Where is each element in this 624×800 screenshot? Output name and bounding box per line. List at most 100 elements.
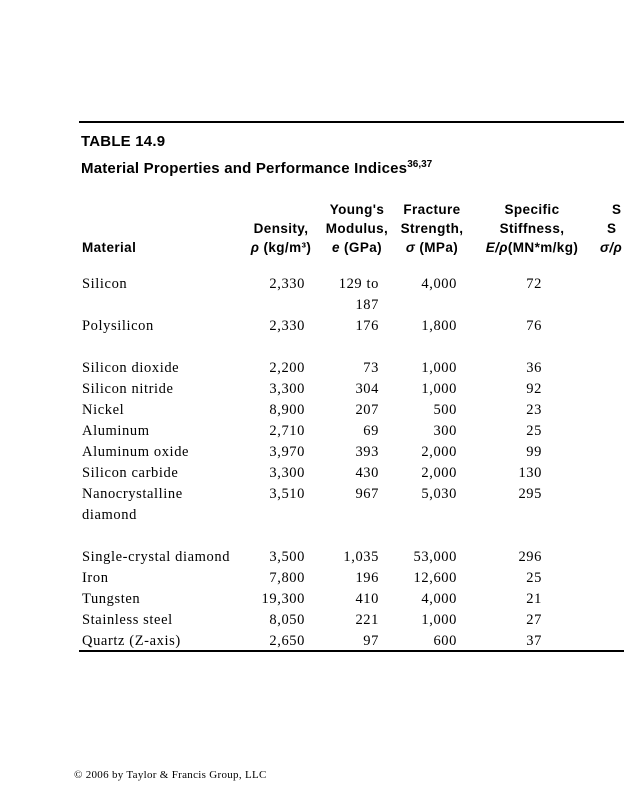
value-cell: 3,300 xyxy=(269,381,305,397)
table-row: Polysilicon 2,330 176 1,800 76 xyxy=(80,316,624,337)
value-cell: 21 xyxy=(526,591,542,607)
value-cell: 2,200 xyxy=(269,360,305,376)
material-name-cell: Quartz (Z-axis) xyxy=(82,633,181,649)
value-cell: 25 xyxy=(526,423,542,439)
table-header-row: Material Density, ρ (kg/m³) Young's Modu… xyxy=(80,200,624,257)
material-name-cell: Stainless steel xyxy=(82,612,173,628)
value-cell: 300 xyxy=(433,423,457,439)
modulus-unit: (GPa) xyxy=(339,240,383,255)
value-cell: 3,970 xyxy=(269,444,305,460)
value-cell: 76 xyxy=(526,318,542,334)
table-row: Nickel 8,900 207 500 23 xyxy=(80,400,624,421)
value-cell: 53,000 xyxy=(413,549,457,565)
value-cell: 8,050 xyxy=(269,612,305,628)
value-cell: 221 xyxy=(355,612,379,628)
value-cell: 2,000 xyxy=(421,465,457,481)
value-cell: 296 xyxy=(518,549,542,565)
column-header-specific-strength-cutoff: S S σ/ρ xyxy=(600,202,623,255)
density-symbol: ρ xyxy=(250,240,260,255)
table-header: Material Density, ρ (kg/m³) Young's Modu… xyxy=(80,200,624,257)
value-cell: 1,035 xyxy=(343,549,379,565)
material-name-cell: Nickel xyxy=(82,402,125,418)
value-cell: 72 xyxy=(526,276,542,292)
value-cell: 4,000 xyxy=(421,276,457,292)
value-cell: 7,800 xyxy=(269,570,305,586)
value-cell: 1,800 xyxy=(421,318,457,334)
value-cell: 2,000 xyxy=(421,444,457,460)
strength-symbol: σ/ρ xyxy=(600,240,623,255)
value-cell: 37 xyxy=(526,633,542,649)
value-cell: 304 xyxy=(355,381,379,397)
value-cell: 410 xyxy=(355,591,379,607)
value-cell: 500 xyxy=(433,402,457,418)
column-header-density: Density, ρ (kg/m³) xyxy=(250,221,312,255)
table-body: Silicon 2,330 129 to 187 4,000 72 Polysilicon… xyxy=(80,274,624,652)
table-row: Stainless steel 8,050 221 1,000 27 xyxy=(80,610,624,631)
value-cell: 600 xyxy=(433,633,457,649)
value-cell: 99 xyxy=(526,444,542,460)
value-cell: 2,330 xyxy=(269,318,305,334)
material-name-cell: Aluminum xyxy=(82,423,150,439)
table-row: Silicon nitride 3,300 304 1,000 92 xyxy=(80,379,624,400)
column-header-material: Material xyxy=(82,240,137,255)
stiffness-unit: (MN*m/kg) xyxy=(507,240,579,255)
value-cell: 2,330 xyxy=(269,276,305,292)
value-cell: 967 xyxy=(355,486,379,502)
density-unit: (kg/m³) xyxy=(259,240,312,255)
table-row: Quartz (Z-axis) 2,650 97 600 37 xyxy=(80,631,624,652)
table-row: Aluminum 2,710 69 300 25 xyxy=(80,421,624,442)
value-cell: 129 to 187 xyxy=(338,276,379,313)
table-row: Silicon dioxide 2,200 73 1,000 36 xyxy=(80,358,624,379)
value-cell: 27 xyxy=(526,612,542,628)
value-cell: 430 xyxy=(355,465,379,481)
value-cell: 130 xyxy=(518,465,542,481)
column-header-fracture-strength: Fracture Strength, σ (MPa) xyxy=(400,202,464,255)
value-cell: 1,000 xyxy=(421,612,457,628)
material-name-cell: Single-crystal diamond xyxy=(82,549,231,565)
material-name-cell: Silicon dioxide xyxy=(82,360,180,376)
value-cell: 73 xyxy=(363,360,379,376)
value-cell: 19,300 xyxy=(261,591,305,607)
material-name-cell: Silicon carbide xyxy=(82,465,179,481)
value-cell: 8,900 xyxy=(269,402,305,418)
table-title-block: TABLE 14.9 Material Properties and Perfo… xyxy=(81,130,432,180)
value-cell: 3,500 xyxy=(269,549,305,565)
table-row: Silicon carbide 3,300 430 2,000 130 xyxy=(80,463,624,484)
table-row: Silicon 2,330 129 to 187 4,000 72 xyxy=(80,274,624,316)
value-cell: 295 xyxy=(518,486,542,502)
modulus-symbol: e xyxy=(331,240,340,255)
value-cell: 4,000 xyxy=(421,591,457,607)
table-label: TABLE 14.9 xyxy=(81,133,166,150)
value-cell: 97 xyxy=(363,633,379,649)
table-row: Iron 7,800 196 12,600 25 xyxy=(80,568,624,589)
value-cell: 3,300 xyxy=(269,465,305,481)
value-cell: 2,650 xyxy=(269,633,305,649)
value-cell: 393 xyxy=(355,444,379,460)
material-name-cell: Silicon xyxy=(82,276,128,292)
value-cell: 207 xyxy=(355,402,379,418)
value-cell: 1,000 xyxy=(421,381,457,397)
material-name-cell: Aluminum oxide xyxy=(82,444,190,460)
copyright-notice: © 2006 by Taylor & Francis Group, LLC xyxy=(74,769,267,781)
stiffness-symbol: E/ρ xyxy=(485,240,508,255)
value-cell: 3,510 xyxy=(269,486,305,502)
column-header-specific-stiffness: Specific Stiffness, E/ρ(MN*m/kg) xyxy=(485,202,579,255)
table-row: Nanocrystalline diamond 3,510 967 5,030 295 xyxy=(80,484,624,526)
table-row: Single-crystal diamond 3,500 1,035 53,000 29… xyxy=(80,547,624,568)
value-cell: 176 xyxy=(355,318,379,334)
value-cell: 92 xyxy=(526,381,542,397)
value-cell: 196 xyxy=(355,570,379,586)
value-cell: 12,600 xyxy=(413,570,457,586)
fracture-symbol: σ xyxy=(405,240,416,255)
material-name-cell: Silicon nitride xyxy=(82,381,174,397)
material-name-cell: Tungsten xyxy=(82,591,141,607)
value-cell: 25 xyxy=(526,570,542,586)
value-cell: 36 xyxy=(526,360,542,376)
value-cell: 1,000 xyxy=(421,360,457,376)
fracture-unit: (MPa) xyxy=(415,240,459,255)
table-row: Tungsten 19,300 410 4,000 21 xyxy=(80,589,624,610)
value-cell: 2,710 xyxy=(269,423,305,439)
material-name-cell: Polysilicon xyxy=(82,318,154,334)
properties-table: Material Density, ρ (kg/m³) Young's Modu… xyxy=(80,200,624,652)
